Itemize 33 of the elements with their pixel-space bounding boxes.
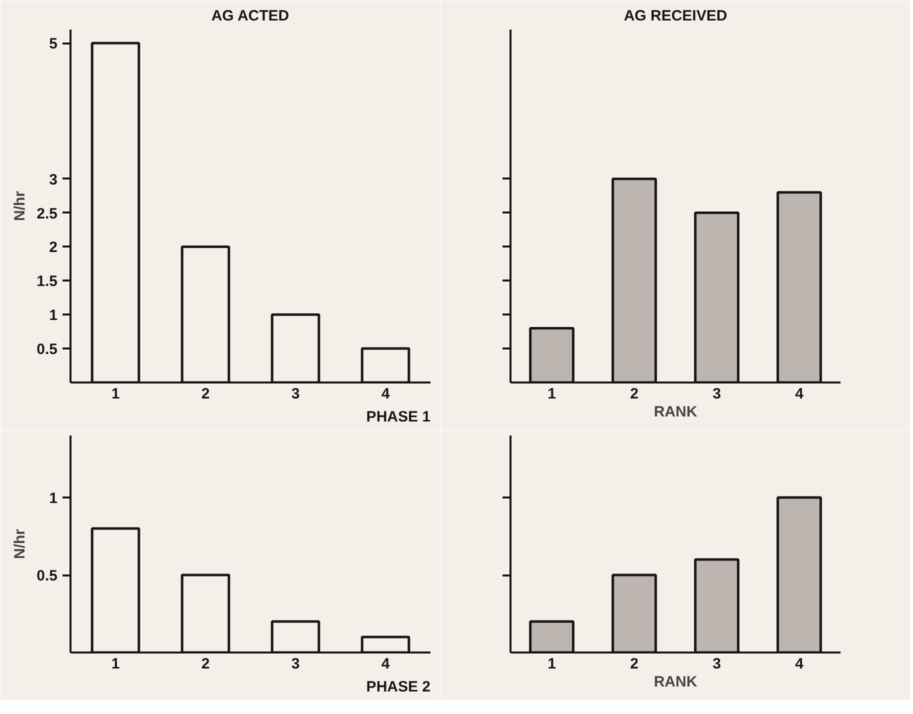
x-tick-label: 3 [712,386,721,402]
x-tick-label: 2 [201,656,210,672]
y-tick-label: 2.5 [36,205,58,222]
x-axis-title: RANK [654,404,698,420]
x-tick-label: 4 [795,656,804,672]
x-tick-label: 3 [291,386,300,402]
text: PHASE 2 [366,678,431,696]
x-axis-title: RANK [654,674,698,690]
x-tick-label: 3 [291,656,300,672]
y-axis-title: N/hr [12,528,29,559]
x-tick-label: 2 [630,656,638,672]
x-tick-label: 4 [381,386,390,402]
text: PHASE 1 [366,408,431,426]
y-tick-label: 1 [49,490,58,507]
y-tick-label: 1.5 [36,273,58,290]
x-tick-label: 2 [201,386,210,402]
x-tick-label: 1 [111,386,120,402]
chart-title: AG RECEIVED [624,8,728,24]
y-tick-label: 0.5 [36,341,58,358]
x-tick-label: 1 [548,656,556,672]
y-tick-label: 3 [49,171,58,188]
x-tick-label: 1 [111,656,120,672]
x-tick-label: 3 [712,656,721,672]
y-tick-label: 1 [49,307,58,324]
y-tick-label: 5 [49,36,58,53]
x-tick-label: 4 [795,386,804,402]
y-tick-label: 2 [49,239,58,256]
x-tick-label: 2 [630,386,638,402]
y-tick-label: 0.5 [36,568,58,584]
chart-title: AG ACTED [211,8,290,24]
y-axis-title: N/hr [12,190,29,221]
x-tick-label: 1 [548,386,556,402]
x-tick-label: 4 [381,656,390,672]
